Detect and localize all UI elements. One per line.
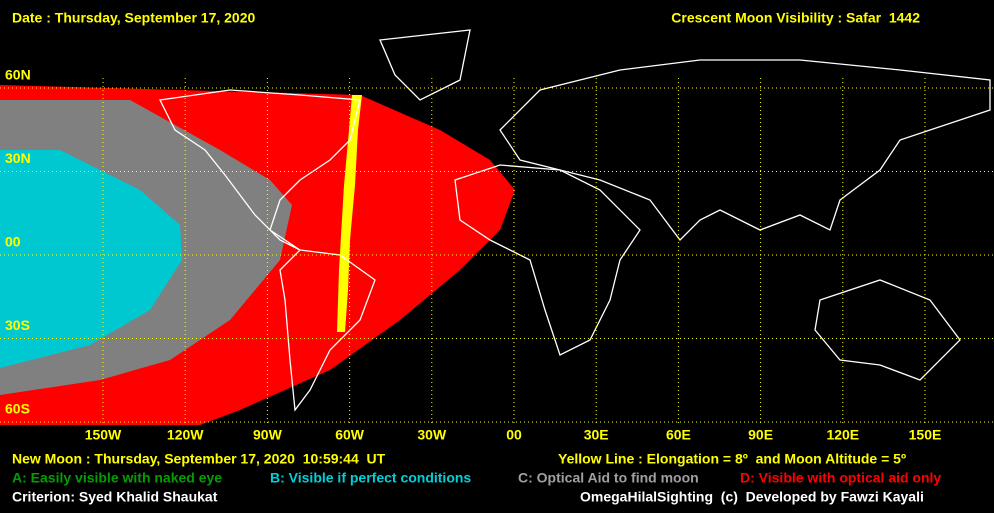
lat-label: 60S: [5, 401, 30, 417]
legend-d: D: Visible with optical aid only: [740, 470, 941, 486]
australia: [814, 279, 961, 381]
lon-label: 150E: [909, 427, 942, 443]
date: Date : Thursday, September 17, 2020: [12, 10, 255, 26]
continents: [159, 29, 991, 412]
lon-label: 120E: [826, 427, 859, 443]
lon-label: 90E: [748, 427, 773, 443]
greenland: [379, 29, 471, 101]
title: Crescent Moon Visibility : Safar 1442: [671, 10, 920, 26]
yellow-line: [337, 95, 362, 332]
legend-c: C: Optical Aid to find moon: [518, 470, 699, 486]
visibility-zones: [0, 85, 515, 425]
zone-b: [0, 150, 182, 368]
legend-b: B: Visible if perfect conditions: [270, 470, 471, 486]
lon-label: 30W: [417, 427, 447, 443]
new-moon: New Moon : Thursday, September 17, 2020 …: [12, 451, 386, 467]
lon-label: 90W: [253, 427, 283, 443]
lon-label: 60E: [666, 427, 691, 443]
lon-label: 00: [506, 427, 522, 443]
labels: Date : Thursday, September 17, 2020 Cres…: [5, 10, 941, 505]
lon-label: 120W: [167, 427, 204, 443]
eurasia: [499, 59, 991, 241]
lat-label: 00: [5, 234, 21, 250]
legend-a: A: Easily visible with naked eye: [12, 470, 222, 486]
lon-label: 60W: [335, 427, 365, 443]
criterion: Criterion: Syed Khalid Shaukat: [12, 489, 218, 505]
graticule: [0, 78, 994, 425]
south-america: [279, 249, 376, 412]
africa: [454, 164, 641, 356]
credit: OmegaHilalSighting (c) Developed by Fawz…: [580, 489, 924, 505]
lat-label: 30N: [5, 150, 31, 166]
lon-label: 30E: [584, 427, 609, 443]
yellow-line-note: Yellow Line : Elongation = 8º and Moon A…: [558, 451, 906, 467]
lat-label: 60N: [5, 67, 31, 83]
lon-label: 150W: [85, 427, 122, 443]
north-america: [159, 89, 361, 251]
lat-label: 30S: [5, 317, 30, 333]
